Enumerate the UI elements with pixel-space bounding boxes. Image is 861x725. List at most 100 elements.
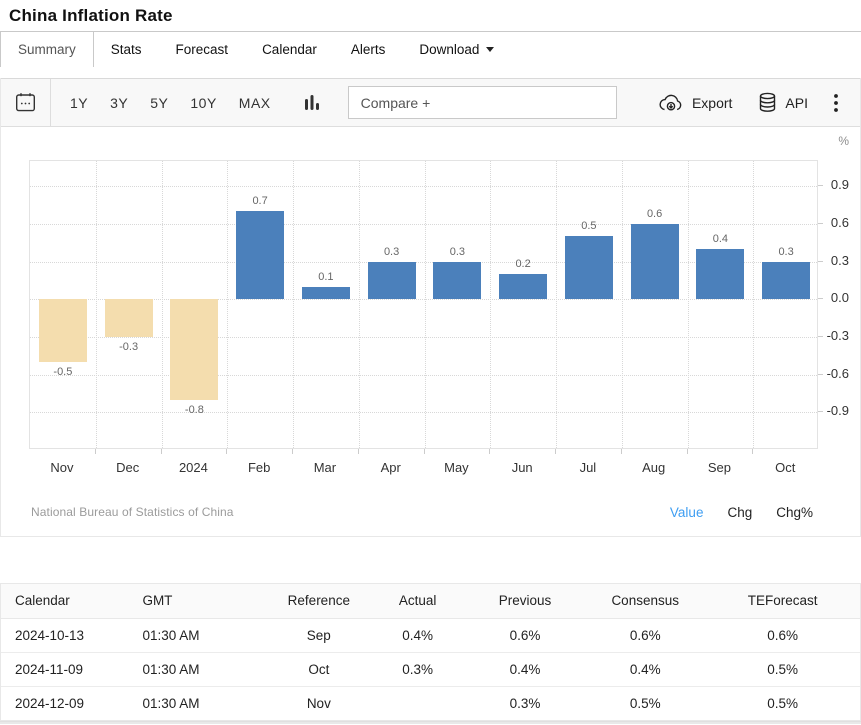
- col-consensus: Consensus: [585, 584, 706, 619]
- y-axis-tick: [818, 411, 823, 413]
- gridline: [227, 161, 229, 448]
- x-axis-tick: [620, 449, 622, 454]
- cell-actual: [370, 686, 464, 720]
- spacer: [0, 67, 861, 78]
- x-axis-label: Jun: [511, 460, 533, 475]
- mode-chg[interactable]: Chg: [720, 501, 759, 524]
- range-10y[interactable]: 10Y: [183, 89, 223, 117]
- y-axis-tick: [818, 373, 823, 375]
- bar-value-label: 0.3: [778, 245, 794, 258]
- cell-previous: 0.4%: [464, 652, 586, 687]
- compare-input[interactable]: [347, 86, 617, 119]
- y-axis-unit: %: [838, 134, 849, 148]
- kebab-menu-button[interactable]: [826, 90, 846, 116]
- bar: [301, 286, 350, 300]
- database-icon: [758, 92, 777, 113]
- bar-value-label: 0.3: [449, 245, 466, 258]
- bar: [564, 236, 613, 300]
- col-teforecast: TEForecast: [705, 584, 860, 619]
- series-mode-switch: Value Chg Chg%: [663, 501, 820, 524]
- tab-stats[interactable]: Stats: [94, 32, 159, 67]
- tab-download-label: Download: [419, 42, 480, 57]
- table-row: 2024-11-09 01:30 AM Oct 0.3% 0.4% 0.4% 0…: [1, 652, 860, 687]
- y-axis-label: 0.0: [830, 290, 849, 306]
- calendar-button[interactable]: [1, 79, 51, 126]
- col-previous: Previous: [464, 584, 586, 619]
- x-axis-tick: [423, 449, 425, 454]
- x-axis-tick: [357, 449, 359, 454]
- range-5y[interactable]: 5Y: [143, 89, 175, 117]
- cell-actual: 0.4%: [370, 618, 465, 653]
- col-reference: Reference: [267, 584, 371, 619]
- bar: [630, 223, 679, 300]
- x-axis-tick: [752, 449, 754, 454]
- gridline: [30, 412, 817, 414]
- chart-toolbar: 1Y 3Y 5Y 10Y MAX: [1, 78, 860, 127]
- chart-panel: 1Y 3Y 5Y 10Y MAX: [0, 78, 861, 537]
- x-axis-tick: [226, 449, 228, 454]
- tab-alerts[interactable]: Alerts: [334, 32, 403, 67]
- x-axis-label: Sep: [707, 460, 731, 475]
- table-row: 2024-12-09 01:30 AM Nov 0.3% 0.5% 0.5%: [1, 686, 860, 720]
- gridline: [30, 223, 817, 225]
- gridline: [358, 161, 360, 448]
- x-axis-label: Dec: [116, 460, 140, 475]
- gridline: [424, 161, 426, 448]
- col-gmt: GMT: [138, 584, 268, 619]
- mode-chg-pct[interactable]: Chg%: [769, 501, 820, 524]
- table-header-row: Calendar GMT Reference Actual Previous C…: [1, 584, 860, 619]
- bar: [499, 274, 548, 300]
- gridline: [753, 161, 755, 448]
- export-button[interactable]: Export: [654, 87, 736, 118]
- cloud-download-icon: [658, 93, 684, 112]
- range-1y[interactable]: 1Y: [63, 89, 95, 117]
- y-axis-tick: [818, 185, 823, 187]
- x-axis-tick: [292, 449, 293, 454]
- bar-value-label: 0.7: [252, 195, 268, 208]
- tab-calendar[interactable]: Calendar: [245, 32, 334, 67]
- cell-reference: Nov: [306, 695, 331, 711]
- y-axis-tick: [818, 260, 823, 262]
- x-axis-label: Oct: [775, 460, 796, 475]
- x-axis-label: Apr: [380, 460, 401, 475]
- bar-value-label: -0.5: [53, 366, 73, 378]
- cell-gmt: 01:30 AM: [138, 618, 268, 653]
- col-actual: Actual: [370, 584, 465, 619]
- chevron-down-icon: [486, 47, 495, 52]
- x-axis-tick: [555, 449, 556, 454]
- gridline: [293, 161, 294, 448]
- chart-footer: National Bureau of Statistics of China V…: [1, 487, 860, 537]
- cell-gmt: 01:30 AM: [138, 652, 268, 687]
- bar-value-label: 0.6: [646, 207, 663, 220]
- cell-consensus: 0.4%: [585, 652, 706, 687]
- x-axis-tick: [160, 449, 162, 454]
- gridline: [30, 299, 817, 301]
- x-axis-tick: [94, 449, 96, 454]
- y-axis-tick: [818, 335, 823, 337]
- plot-area: -0.5 -0.3 -0.8 0.7 0.1 0.3 0.3 0.2 0.5 0.6 0.4 0.3: [29, 160, 818, 449]
- cell-reference: Sep: [267, 618, 371, 653]
- tab-download[interactable]: Download: [402, 32, 511, 67]
- bar-value-label: 0.4: [712, 233, 729, 245]
- api-button[interactable]: API: [754, 86, 812, 119]
- bar: [170, 299, 219, 400]
- mode-value[interactable]: Value: [663, 501, 711, 524]
- range-selector: 1Y 3Y 5Y 10Y MAX: [63, 89, 278, 117]
- range-max[interactable]: MAX: [232, 89, 278, 117]
- tab-summary[interactable]: Summary: [0, 32, 94, 67]
- cell-date: 2024-12-09: [15, 695, 85, 711]
- bar-chart-icon: [304, 94, 320, 112]
- cell-teforecast: 0.5%: [705, 652, 860, 687]
- tab-forecast[interactable]: Forecast: [159, 32, 246, 67]
- y-axis-label: 0.3: [830, 252, 849, 268]
- bar: [104, 299, 153, 337]
- tab-bar: Summary Stats Forecast Calendar Alerts D…: [0, 31, 861, 67]
- gridline: [556, 161, 557, 448]
- calendar-table-panel: Calendar GMT Reference Actual Previous C…: [0, 583, 861, 721]
- gridline: [30, 336, 817, 338]
- range-3y[interactable]: 3Y: [103, 89, 135, 117]
- chart-type-button[interactable]: [304, 94, 320, 112]
- gridline: [161, 161, 163, 448]
- y-axis-label: -0.9: [826, 403, 849, 419]
- y-axis-label: -0.3: [826, 327, 849, 343]
